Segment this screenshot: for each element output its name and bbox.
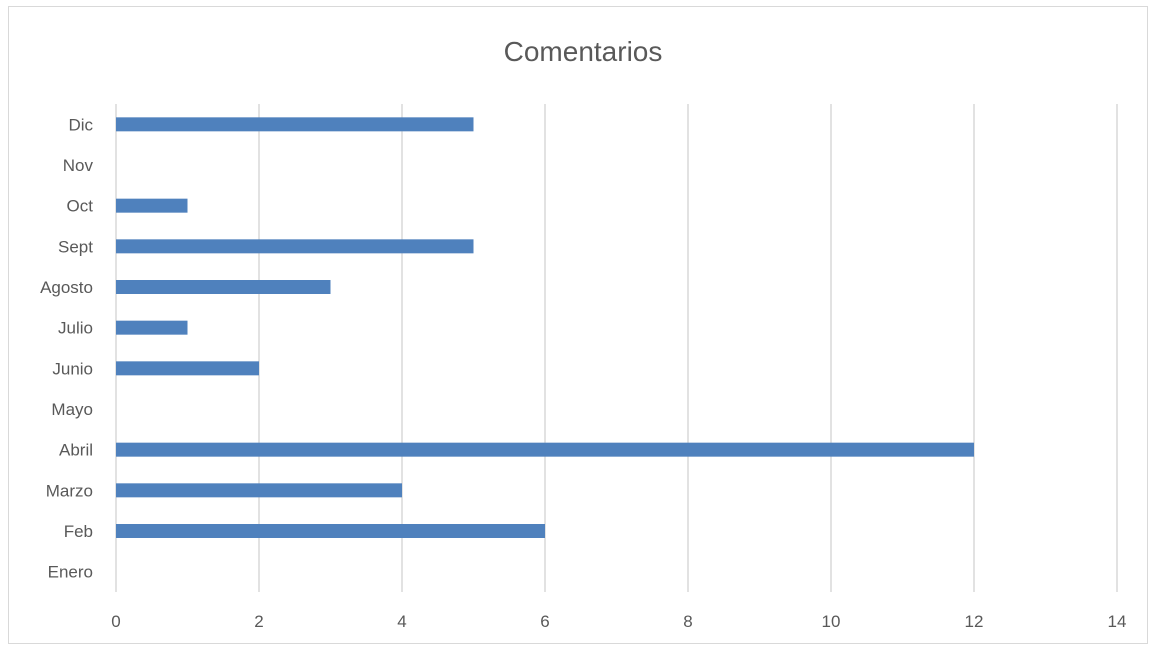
x-tick-label: 4 bbox=[397, 612, 406, 631]
category-label: Feb bbox=[64, 522, 93, 541]
category-label: Sept bbox=[58, 237, 93, 256]
category-label: Abril bbox=[59, 441, 93, 460]
x-tick-label: 6 bbox=[540, 612, 549, 631]
category-label: Junio bbox=[52, 359, 93, 378]
category-label: Marzo bbox=[46, 481, 93, 500]
bar-agosto bbox=[116, 280, 331, 294]
category-label: Mayo bbox=[51, 400, 93, 419]
bar-oct bbox=[116, 198, 188, 213]
category-label: Dic bbox=[68, 115, 93, 134]
x-tick-label: 14 bbox=[1108, 612, 1127, 631]
x-tick-labels: 0 2 4 6 8 10 12 14 bbox=[111, 612, 1126, 631]
x-tick-label: 0 bbox=[111, 612, 120, 631]
bar-dic bbox=[116, 117, 474, 132]
category-label: Enero bbox=[48, 563, 93, 582]
x-tick-label: 10 bbox=[822, 612, 841, 631]
category-label: Agosto bbox=[40, 278, 93, 297]
category-labels: Enero Feb Marzo Abril Mayo Junio Julio Agosto Se… bbox=[40, 115, 93, 581]
bar-sept bbox=[116, 239, 474, 254]
category-label: Julio bbox=[58, 319, 93, 338]
chart-title: Comentarios bbox=[504, 36, 663, 67]
category-label: Oct bbox=[67, 197, 94, 216]
bars bbox=[116, 117, 974, 538]
bar-feb bbox=[116, 524, 545, 538]
category-label: Nov bbox=[63, 156, 94, 175]
bar-julio bbox=[116, 320, 188, 335]
bar-junio bbox=[116, 361, 259, 376]
x-tick-label: 8 bbox=[683, 612, 692, 631]
gridlines bbox=[115, 104, 1118, 592]
bar-abril bbox=[116, 442, 974, 457]
x-tick-label: 2 bbox=[254, 612, 263, 631]
x-tick-label: 12 bbox=[965, 612, 984, 631]
bar-marzo bbox=[116, 483, 402, 498]
